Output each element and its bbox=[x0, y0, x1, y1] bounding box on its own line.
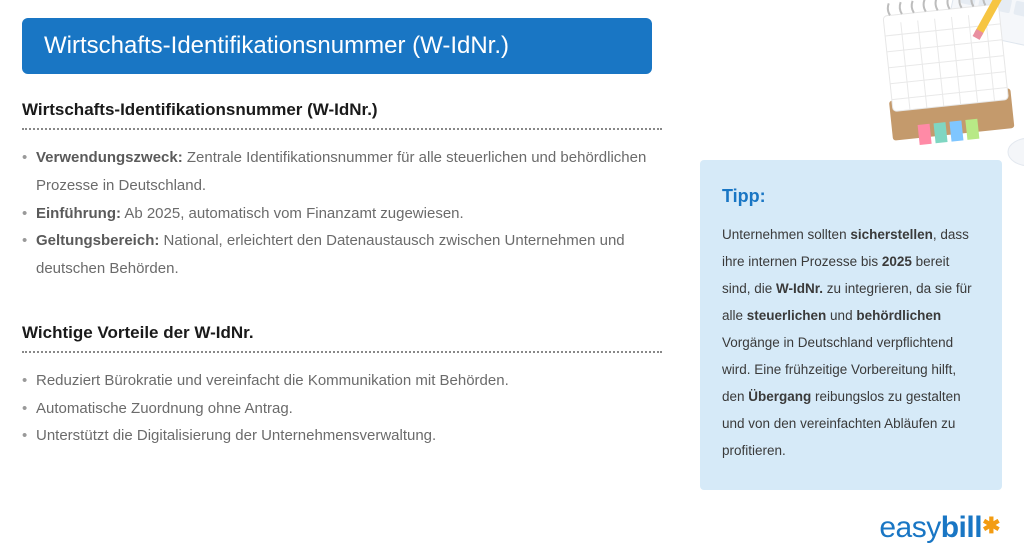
tip-body: Unternehmen sollten sicherstellen, dass … bbox=[722, 221, 980, 464]
bullet-text: Reduziert Bürokratie und vereinfacht die… bbox=[36, 372, 509, 389]
tip-heading: Tipp: bbox=[722, 186, 980, 207]
section-1: Wirtschafts-Identifikationsnummer (W-IdN… bbox=[22, 100, 667, 283]
list-item: Verwendungszweck: Zentrale Identifikatio… bbox=[22, 144, 667, 200]
title-banner-text: Wirtschafts-Identifikationsnummer (W-IdN… bbox=[44, 32, 509, 60]
bullet-lead: Geltungsbereich: bbox=[36, 232, 159, 249]
section-2-rule bbox=[22, 351, 662, 353]
section-2-bullets: Reduziert Bürokratie und vereinfacht die… bbox=[22, 367, 667, 450]
logo-part-bill: bill bbox=[941, 511, 982, 544]
bullet-lead: Verwendungszweck: bbox=[36, 149, 183, 166]
title-banner: Wirtschafts-Identifikationsnummer (W-IdN… bbox=[22, 18, 652, 74]
section-2: Wichtige Vorteile der W-IdNr. Reduziert … bbox=[22, 323, 667, 450]
logo-part-easy: easy bbox=[879, 511, 940, 544]
tip-box: Tipp: Unternehmen sollten sicherstellen,… bbox=[700, 160, 1002, 490]
section-1-bullets: Verwendungszweck: Zentrale Identifikatio… bbox=[22, 144, 667, 283]
decorative-calendar-icon bbox=[834, 0, 1024, 170]
list-item: Unterstützt die Digitalisierung der Unte… bbox=[22, 422, 667, 450]
easybill-logo: easybill✱ bbox=[879, 511, 1000, 545]
list-item: Geltungsbereich: National, erleichtert d… bbox=[22, 227, 667, 283]
left-column: Wirtschafts-Identifikationsnummer (W-IdN… bbox=[22, 100, 667, 490]
list-item: Einführung: Ab 2025, automatisch vom Fin… bbox=[22, 200, 667, 228]
bullet-text: Automatische Zuordnung ohne Antrag. bbox=[36, 400, 293, 417]
bullet-lead: Einführung: bbox=[36, 205, 121, 222]
section-2-heading: Wichtige Vorteile der W-IdNr. bbox=[22, 323, 667, 343]
list-item: Automatische Zuordnung ohne Antrag. bbox=[22, 395, 667, 423]
section-1-heading: Wirtschafts-Identifikationsnummer (W-IdN… bbox=[22, 100, 667, 120]
section-1-rule bbox=[22, 128, 662, 130]
list-item: Reduziert Bürokratie und vereinfacht die… bbox=[22, 367, 667, 395]
logo-star-icon: ✱ bbox=[982, 513, 1000, 538]
page-root: Wirtschafts-Identifikationsnummer (W-IdN… bbox=[0, 0, 1024, 559]
bullet-text: Ab 2025, automatisch vom Finanzamt zugew… bbox=[121, 205, 464, 222]
bullet-text: Unterstützt die Digitalisierung der Unte… bbox=[36, 427, 436, 444]
